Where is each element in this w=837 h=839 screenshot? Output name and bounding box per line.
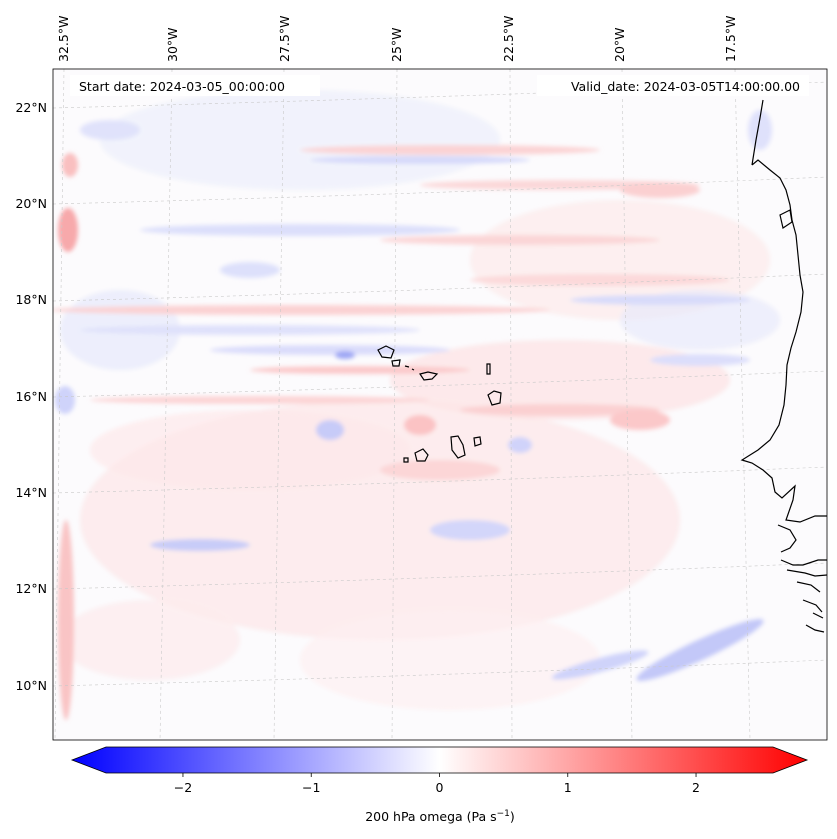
colorbar-tick-label: −2: [174, 780, 192, 795]
lat-label: 12°N: [15, 581, 47, 596]
island-santiago: [450, 435, 466, 459]
header-start-box: Start date: 2024-03-05_00:00:00: [70, 75, 320, 96]
lat-label: 20°N: [15, 196, 47, 211]
lat-label: 16°N: [15, 389, 47, 404]
lon-label: 32.5°W: [56, 16, 71, 62]
lat-label: 10°N: [15, 678, 47, 693]
island-sao-nicolau: [419, 371, 439, 381]
colorbar-tick-label: 2: [692, 780, 700, 795]
colorbar-tick-label: 1: [564, 780, 572, 795]
start-date-label: Start date: 2024-03-05_00:00:00: [79, 79, 285, 94]
lon-label: 22.5°W: [501, 16, 516, 62]
header-valid-box: Valid_date: 2024-03-05T14:00:00.00: [537, 75, 809, 96]
valid-date-label: Valid_date: 2024-03-05T14:00:00.00: [571, 79, 800, 94]
guinea-coast: [777, 524, 827, 633]
island-sal: [486, 363, 491, 375]
lat-label: 18°N: [15, 292, 47, 307]
lat-label: 22°N: [15, 100, 47, 115]
lon-label: 20°W: [612, 27, 627, 62]
island-maio: [473, 436, 482, 447]
island-brava: [403, 457, 409, 463]
longitude-labels: 32.5°W 30°W 27.5°W 25°W 22.5°W 20°W 17.5…: [56, 16, 738, 62]
latitude-labels: 22°N 20°N 18°N 16°N 14°N 12°N 10°N: [15, 100, 47, 693]
island-santo-antao: [377, 345, 395, 359]
island-sao-vicente: [391, 359, 401, 367]
colorbar-label: 200 hPa omega (Pa s−1): [365, 809, 515, 824]
colorbar: −2 −1 0 1 2 200 hPa omega (Pa s−1): [70, 746, 809, 824]
lat-label: 14°N: [15, 485, 47, 500]
lon-label: 30°W: [165, 27, 180, 62]
island-fogo: [414, 448, 429, 462]
africa-coast: [740, 99, 827, 523]
coast-inlet: [779, 209, 793, 229]
colorbar-ticks: −2 −1 0 1 2: [174, 773, 700, 795]
colorbar-tick-label: −1: [302, 780, 320, 795]
lon-label: 17.5°W: [723, 16, 738, 62]
colorbar-gradient: [70, 746, 809, 774]
map-panel: Start date: 2024-03-05_00:00:00 Valid_da…: [52, 68, 828, 741]
island-santa-luzia: [404, 365, 415, 371]
graticule: [53, 69, 827, 740]
colorbar-tick-label: 0: [436, 780, 444, 795]
island-boa-vista: [487, 390, 502, 406]
lon-label: 27.5°W: [277, 16, 292, 62]
lon-label: 25°W: [389, 27, 404, 62]
coastline: [377, 99, 827, 633]
map-frame: [52, 68, 828, 741]
